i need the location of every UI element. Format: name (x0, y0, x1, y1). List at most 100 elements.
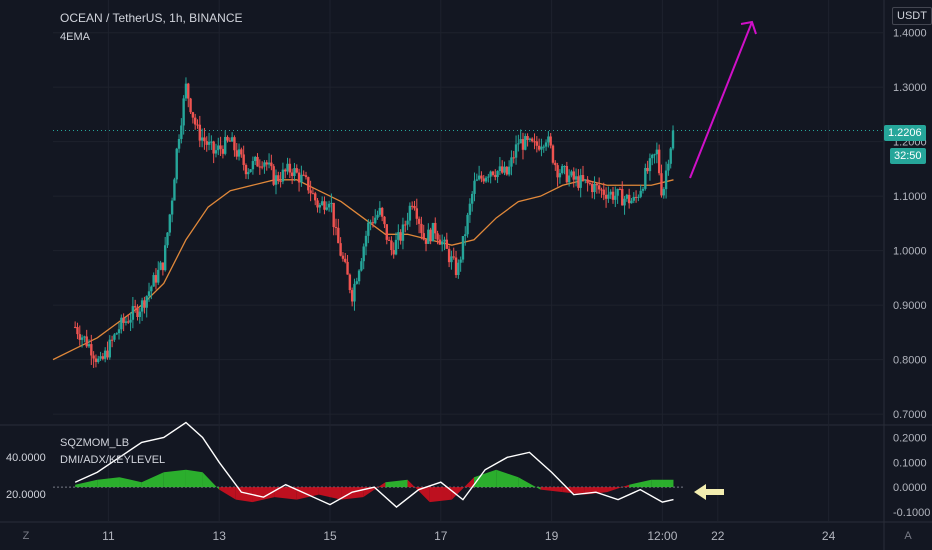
candle-body (438, 239, 442, 245)
candle-body (168, 214, 172, 233)
momentum-area (119, 477, 142, 488)
candle-body (233, 137, 236, 151)
candle-body (256, 156, 259, 167)
candle-body (554, 162, 557, 166)
candle-body (210, 141, 213, 143)
candle-body (602, 189, 605, 195)
candle-body (477, 175, 481, 180)
candle-body (494, 174, 497, 178)
candle-body (669, 148, 672, 164)
axes: 1.40001.30001.20001.10001.00000.90000.80… (6, 28, 930, 543)
candle-body (614, 195, 617, 200)
last-price-badge: 1.2206 (884, 125, 926, 141)
candle-body (200, 137, 204, 141)
candle-body (263, 162, 266, 167)
candle-body (558, 173, 562, 178)
candle-body (207, 141, 211, 145)
candle-body (161, 262, 165, 271)
candle-body (482, 178, 485, 182)
time-tick-label: 19 (545, 529, 559, 543)
candle-body (466, 214, 469, 235)
candle-body (452, 256, 455, 258)
candle-body (655, 149, 659, 155)
candle-body (436, 233, 439, 240)
candle-body (140, 300, 144, 312)
candle-body (519, 139, 522, 144)
indicator-right-tick: 0.1000 (893, 457, 927, 469)
momentum-area (141, 472, 164, 488)
chart-title[interactable]: OCEAN / TetherUS, 1h, BINANCE (60, 11, 243, 25)
dmi-legend[interactable]: DMI/ADX/KEYLEVEL (60, 454, 166, 466)
candle-body (230, 137, 234, 142)
candle-body (87, 344, 91, 347)
candle-body (108, 339, 111, 358)
candle-body (350, 290, 354, 302)
indicator-left-tick: 40.0000 (6, 452, 46, 464)
momentum-area (629, 479, 652, 488)
candle-body (413, 206, 416, 209)
candle-body (117, 329, 121, 334)
candle-body (214, 150, 218, 154)
candle-body (92, 355, 95, 359)
candle-body (302, 174, 305, 176)
candle-body (484, 177, 488, 182)
momentum-area (429, 487, 452, 503)
ema-legend[interactable]: 4EMA (60, 31, 90, 43)
candle-body (327, 203, 331, 208)
candles (73, 77, 675, 368)
momentum-area (385, 479, 408, 488)
candle-body (420, 223, 423, 234)
candle-body (193, 117, 197, 125)
candle-body (180, 125, 183, 139)
candle-body (397, 232, 400, 240)
price-tick-label: 0.8000 (893, 355, 927, 367)
candle-body (459, 259, 462, 263)
momentum-area (607, 484, 630, 493)
candle-body (198, 124, 202, 141)
price-tick-label: 1.1000 (893, 191, 927, 203)
candle-body (129, 319, 132, 323)
candle-body (544, 142, 548, 147)
candle-body (307, 177, 310, 191)
candle-body (177, 138, 181, 149)
candle-body (383, 216, 386, 225)
price-tick-label: 1.3000 (893, 82, 927, 94)
candle-body (221, 148, 225, 154)
candle-body (625, 194, 629, 199)
candle-body (634, 196, 638, 198)
annotations (689, 20, 757, 500)
candle-body (394, 239, 398, 255)
candle-body (300, 174, 303, 183)
candle-body (369, 222, 372, 224)
candle-body (434, 222, 437, 234)
timezone-icon[interactable]: Z (22, 530, 30, 542)
arrow-up-head (740, 20, 757, 35)
candle-body (73, 326, 77, 328)
candle-body (272, 166, 275, 185)
candle-body (191, 112, 195, 118)
candle-body (330, 202, 333, 204)
candle-body (203, 137, 206, 142)
candle-body (357, 270, 361, 282)
candle-body (604, 194, 608, 199)
currency-badge[interactable]: USDT (892, 7, 932, 25)
candle-body (224, 136, 227, 154)
candle-body (385, 224, 388, 240)
candle-body (664, 170, 668, 190)
candle-body (473, 180, 476, 194)
candle-body (364, 235, 368, 247)
sqzmom-legend[interactable]: SQZMOM_LB (60, 437, 130, 449)
candle-body (106, 350, 109, 358)
candle-body (78, 334, 81, 340)
candle-body (325, 207, 328, 210)
candle-body (182, 98, 185, 126)
candle-body (630, 200, 633, 204)
candle-body (260, 166, 264, 168)
momentum-area (407, 479, 430, 503)
candle-body (401, 224, 405, 241)
auto-scale-icon[interactable]: A (904, 530, 912, 542)
candle-body (489, 171, 492, 177)
ema-path (52, 179, 674, 361)
